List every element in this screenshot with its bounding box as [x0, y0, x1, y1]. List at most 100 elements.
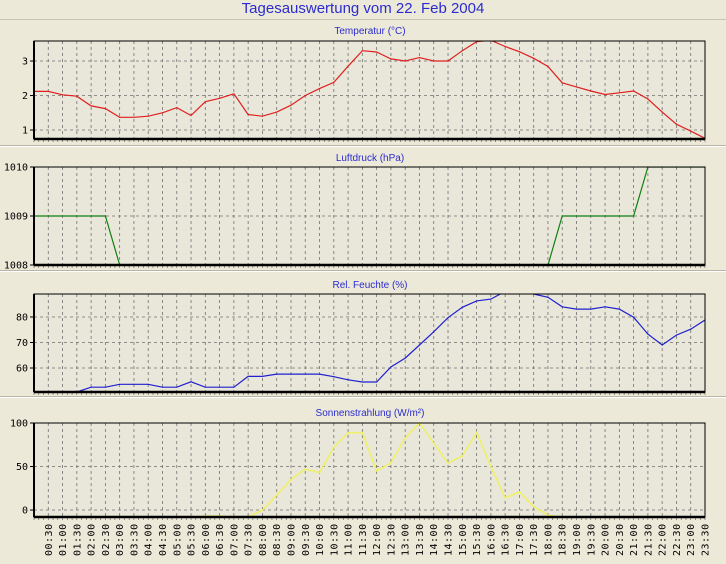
- data-point: [633, 316, 635, 318]
- data-point: [261, 115, 264, 117]
- plot-area: [34, 41, 705, 139]
- data-point: [261, 375, 264, 378]
- data-point: [675, 334, 678, 336]
- x-tick-label: 21:30: [643, 523, 654, 556]
- x-tick-label: 10:00: [315, 523, 326, 556]
- data-point: [675, 123, 678, 125]
- data-point: [333, 81, 335, 84]
- y-tick-label: 80: [16, 312, 28, 323]
- chart-title: Luftdruck (hPa): [336, 153, 404, 164]
- data-point: [618, 308, 620, 310]
- x-tick-label: 06:00: [201, 523, 212, 556]
- data-point: [418, 56, 421, 59]
- data-point: [390, 366, 392, 368]
- data-point: [447, 60, 449, 62]
- data-point: [218, 97, 221, 99]
- x-tick-label: 12:00: [372, 523, 383, 556]
- data-point: [404, 437, 406, 439]
- data-point: [247, 113, 249, 116]
- x-tick-label: 12:30: [386, 523, 397, 556]
- series-line: [34, 167, 705, 265]
- y-tick-label: 100: [10, 419, 28, 430]
- x-tick-label: 14:30: [444, 523, 455, 556]
- x-tick-label: 10:30: [329, 523, 340, 556]
- data-point: [561, 215, 563, 217]
- chart-panel-2: Rel. Feuchte (%) 60 70 80: [16, 280, 706, 395]
- data-point: [547, 65, 549, 68]
- y-tick-label: 60: [16, 364, 28, 375]
- data-point: [461, 306, 463, 308]
- data-point: [190, 114, 192, 117]
- data-point: [575, 86, 578, 88]
- x-tick-label: 07:00: [229, 523, 240, 556]
- y-tick-label: 1: [22, 126, 28, 137]
- data-point: [361, 431, 363, 434]
- x-axis-labels: 00:30 01:00 01:30 02:00 02:30 03:00 03:30 04:00…: [44, 523, 712, 556]
- data-point: [276, 373, 278, 375]
- x-tick-label: 14:00: [429, 523, 440, 556]
- x-tick-label: 16:30: [501, 523, 512, 556]
- data-point: [575, 215, 578, 217]
- data-point: [447, 317, 449, 319]
- data-point: [618, 92, 620, 94]
- x-tick-label: 13:30: [415, 523, 426, 556]
- plot-area: [34, 294, 705, 392]
- data-point: [333, 376, 335, 378]
- data-point: [447, 462, 449, 464]
- x-tick-label: 18:00: [543, 523, 554, 556]
- data-point: [647, 98, 649, 100]
- data-point: [504, 497, 506, 499]
- chart-title: Rel. Feuchte (%): [332, 280, 407, 291]
- x-tick-label: 15:00: [458, 523, 469, 556]
- x-tick-label: 08:00: [258, 523, 269, 556]
- data-point: [233, 93, 235, 95]
- data-point: [647, 333, 649, 335]
- data-point: [290, 478, 292, 481]
- data-point: [318, 88, 321, 90]
- data-point: [190, 381, 192, 383]
- series-line: [34, 41, 705, 139]
- x-tick-label: 17:00: [515, 523, 526, 556]
- x-tick-label: 18:30: [558, 523, 569, 556]
- data-point: [404, 60, 406, 62]
- data-point: [590, 308, 592, 310]
- x-tick-label: 04:00: [144, 523, 155, 556]
- main-title: Tagesauswertung vom 22. Feb 2004: [241, 0, 485, 17]
- data-point: [661, 344, 663, 346]
- data-point: [290, 373, 292, 375]
- x-tick-label: 19:00: [572, 523, 583, 556]
- x-tick-label: 07:30: [244, 523, 255, 556]
- data-point: [390, 58, 392, 60]
- data-point: [147, 383, 149, 385]
- x-tick-label: 01:00: [58, 523, 69, 556]
- plot-area: [34, 423, 705, 517]
- data-point: [690, 328, 692, 330]
- data-point: [376, 470, 378, 472]
- x-tick-label: 21:00: [629, 523, 640, 556]
- data-point: [47, 215, 49, 217]
- data-point: [547, 296, 549, 298]
- x-tick-label: 17:30: [529, 523, 540, 556]
- data-point: [104, 215, 106, 217]
- y-tick-label: 50: [16, 462, 28, 473]
- x-tick-label: 02:00: [87, 523, 98, 556]
- data-point: [376, 51, 378, 53]
- x-tick-label: 06:30: [215, 523, 226, 556]
- x-tick-label: 09:00: [286, 523, 297, 556]
- data-point: [661, 111, 663, 113]
- data-point: [461, 50, 463, 52]
- data-point: [618, 215, 620, 217]
- data-point: [376, 381, 378, 383]
- x-tick-label: 22:30: [672, 523, 683, 556]
- x-tick-label: 04:30: [158, 523, 169, 556]
- y-tick-label: 1009: [4, 212, 28, 223]
- x-tick-label: 03:00: [115, 523, 126, 556]
- series-line: [71, 294, 705, 392]
- data-point: [633, 215, 635, 217]
- data-point: [561, 82, 563, 84]
- data-point: [533, 505, 535, 508]
- y-tick-label: 1010: [4, 163, 28, 174]
- data-point: [604, 93, 606, 96]
- data-point: [590, 90, 592, 92]
- data-point: [633, 90, 635, 92]
